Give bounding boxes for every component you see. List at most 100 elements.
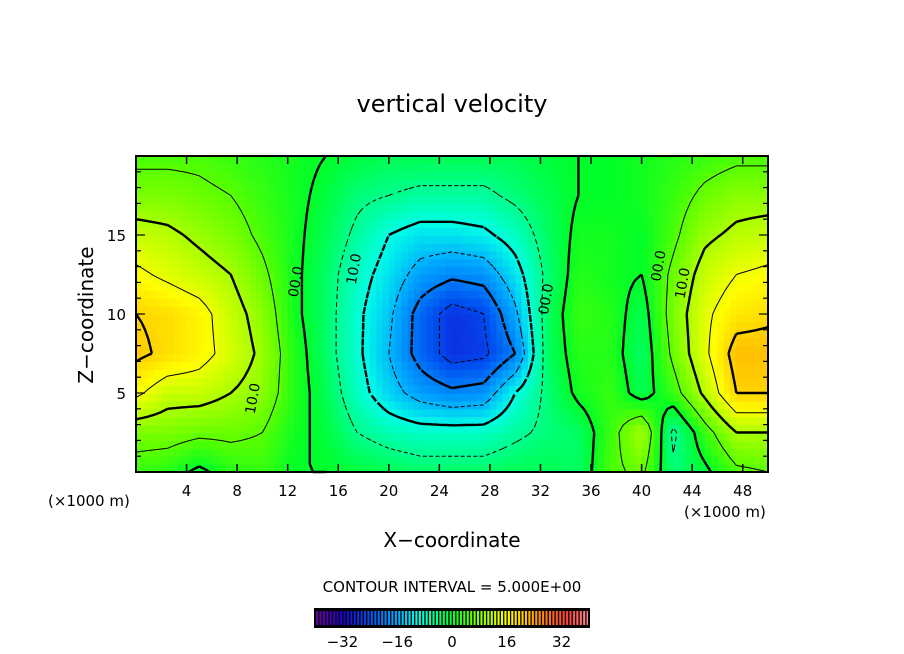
heatmap-cell xyxy=(180,424,188,434)
heatmap-cell xyxy=(515,195,523,204)
heatmap-cell xyxy=(142,440,150,449)
heatmap-cell xyxy=(502,219,510,228)
heatmap-cell xyxy=(553,282,561,291)
heatmap-cell xyxy=(319,456,327,465)
heatmap-cell xyxy=(325,298,333,307)
heatmap-cell xyxy=(717,258,725,268)
heatmap-cell xyxy=(154,242,162,252)
heatmap-cell xyxy=(711,219,719,228)
heatmap-cell xyxy=(559,163,567,173)
heatmap-cell xyxy=(704,314,712,323)
heatmap-cell xyxy=(287,385,295,394)
heatmap-cell xyxy=(679,306,687,315)
heatmap-cell xyxy=(477,456,485,465)
heatmap-cell xyxy=(205,290,213,299)
heatmap-cell xyxy=(483,345,491,355)
heatmap-cell xyxy=(755,424,763,434)
heatmap-cell xyxy=(445,163,453,173)
heatmap-cell xyxy=(622,274,630,283)
heatmap-cell xyxy=(540,290,548,299)
heatmap-cell xyxy=(294,385,301,394)
heatmap-cell xyxy=(281,314,289,323)
heatmap-cell xyxy=(142,377,150,386)
heatmap-cell xyxy=(420,163,428,173)
heatmap-cell xyxy=(761,440,769,449)
heatmap-cell xyxy=(565,393,573,402)
heatmap-cell xyxy=(458,440,466,449)
heatmap-cell xyxy=(540,282,548,291)
heatmap-cell xyxy=(698,329,706,339)
heatmap-cell xyxy=(521,424,529,434)
heatmap-cell xyxy=(256,235,263,244)
heatmap-cell xyxy=(641,456,649,465)
heatmap-cell xyxy=(647,274,655,283)
heatmap-cell xyxy=(553,424,561,434)
heatmap-cell xyxy=(186,377,194,386)
heatmap-cell xyxy=(369,321,377,331)
heatmap-cell xyxy=(572,282,579,291)
heatmap-cell xyxy=(401,408,409,418)
heatmap-cell xyxy=(281,250,289,260)
heatmap-cell xyxy=(180,235,188,244)
heatmap-cell xyxy=(502,416,510,426)
heatmap-cell xyxy=(186,187,194,197)
heatmap-cell xyxy=(723,171,731,181)
heatmap-cell xyxy=(420,321,428,331)
heatmap-cell xyxy=(572,353,579,362)
heatmap-cell xyxy=(673,195,681,204)
heatmap-cell xyxy=(736,282,744,291)
heatmap-cell xyxy=(369,408,377,418)
heatmap-cell xyxy=(148,171,156,181)
heatmap-cell xyxy=(142,424,150,434)
heatmap-cell xyxy=(224,298,232,307)
heatmap-cell xyxy=(527,424,535,434)
heatmap-cell xyxy=(363,393,371,402)
heatmap-cell xyxy=(344,242,352,252)
heatmap-cell xyxy=(142,179,150,189)
heatmap-cell xyxy=(161,345,169,355)
heatmap-cell xyxy=(338,179,346,189)
heatmap-cell xyxy=(243,203,251,212)
heatmap-cell xyxy=(565,195,573,204)
heatmap-cell xyxy=(294,464,301,473)
heatmap-cell xyxy=(376,456,384,465)
heatmap-cell xyxy=(508,361,516,370)
heatmap-cell xyxy=(654,290,662,299)
heatmap-cell xyxy=(527,179,535,189)
heatmap-cell xyxy=(249,321,257,331)
heatmap-cell xyxy=(591,282,598,291)
heatmap-cell xyxy=(666,464,674,473)
heatmap-cell xyxy=(230,432,238,441)
heatmap-cell xyxy=(553,361,561,370)
heatmap-cell xyxy=(230,203,238,212)
heatmap-cell xyxy=(749,448,756,457)
colorbar-swatch xyxy=(398,611,401,625)
heatmap-cell xyxy=(755,290,763,299)
heatmap-cell xyxy=(673,163,681,173)
heatmap-cell xyxy=(395,448,403,457)
heatmap-cell xyxy=(338,290,346,299)
heatmap-cell xyxy=(142,400,150,410)
heatmap-cell xyxy=(167,345,175,355)
heatmap-cell xyxy=(325,456,333,465)
heatmap-cell xyxy=(357,258,365,268)
heatmap-cell xyxy=(496,290,504,299)
heatmap-cell xyxy=(628,464,636,473)
heatmap-cell xyxy=(483,306,491,315)
x-tick-label: 16 xyxy=(329,482,348,500)
heatmap-cell xyxy=(711,227,719,236)
colorbar-tick-label: 0 xyxy=(447,633,457,651)
heatmap-cell xyxy=(685,227,693,236)
heatmap-cell xyxy=(641,306,649,315)
heatmap-cell xyxy=(534,227,542,236)
heatmap-cell xyxy=(218,306,226,315)
heatmap-cell xyxy=(603,282,611,291)
heatmap-cell xyxy=(445,321,453,331)
heatmap-cell xyxy=(256,282,263,291)
heatmap-cell xyxy=(388,171,396,181)
heatmap-cell xyxy=(350,321,358,331)
heatmap-cell xyxy=(761,464,769,473)
heatmap-cell xyxy=(249,448,257,457)
heatmap-cell xyxy=(211,235,219,244)
